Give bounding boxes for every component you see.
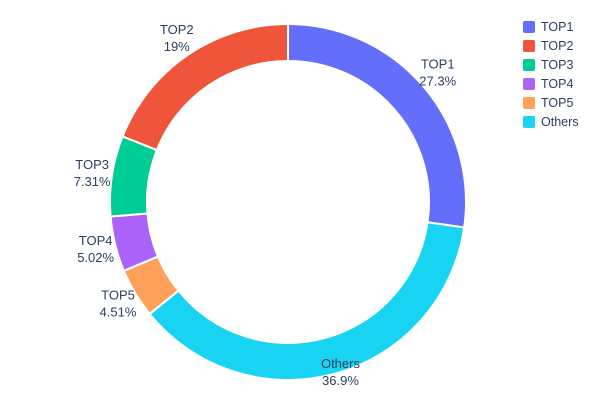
slice-label-percent: 27.3% (419, 73, 456, 88)
legend-swatch-icon (523, 58, 535, 71)
donut-slice-top1[interactable] (287, 22, 467, 229)
slice-label-name: TOP1 (421, 56, 455, 71)
legend-swatch-icon (523, 20, 535, 33)
slice-label-top5: TOP5 4.51% (100, 288, 137, 320)
legend-swatch-icon (523, 77, 535, 90)
legend-item-top5[interactable]: TOP5 (523, 95, 579, 110)
slice-label-percent: 19% (164, 39, 190, 54)
legend-item-top1[interactable]: TOP1 (523, 19, 579, 34)
slice-label-top1: TOP1 27.3% (419, 56, 456, 88)
legend-label: TOP1 (541, 19, 574, 34)
legend-label: Others (541, 114, 579, 129)
slice-label-top2: TOP2 19% (160, 22, 194, 54)
slice-label-top4: TOP4 5.02% (77, 233, 114, 265)
slice-label-percent: 5.02% (77, 250, 114, 265)
legend-swatch-icon (523, 96, 535, 109)
legend-swatch-icon (523, 115, 535, 128)
slice-label-top3: TOP3 7.31% (74, 157, 111, 189)
legend-item-top3[interactable]: TOP3 (523, 57, 579, 72)
slice-label-name: TOP3 (75, 157, 109, 172)
slice-label-name: TOP4 (79, 233, 113, 248)
slice-label-name: Others (321, 356, 361, 371)
legend-label: TOP5 (541, 95, 574, 110)
legend-item-top4[interactable]: TOP4 (523, 76, 579, 91)
slice-label-percent: 7.31% (74, 174, 111, 189)
slice-label-name: TOP2 (160, 22, 194, 37)
slice-label-percent: 36.9% (322, 373, 359, 388)
legend-swatch-icon (523, 39, 535, 52)
donut-slice-top3[interactable] (109, 135, 159, 218)
legend-item-others[interactable]: Others (523, 114, 579, 129)
legend-item-top2[interactable]: TOP2 (523, 38, 579, 53)
slice-label-others: Others 36.9% (321, 356, 361, 388)
donut-slice-others[interactable] (148, 221, 466, 381)
legend-label: TOP4 (541, 76, 574, 91)
legend: TOP1 TOP2 TOP3 TOP4 TOP5 Others (523, 19, 579, 129)
donut-slice-top2[interactable] (121, 22, 289, 152)
slice-label-percent: 4.51% (100, 305, 137, 320)
legend-label: TOP3 (541, 57, 574, 72)
slice-label-name: TOP5 (101, 288, 135, 303)
legend-label: TOP2 (541, 38, 574, 53)
